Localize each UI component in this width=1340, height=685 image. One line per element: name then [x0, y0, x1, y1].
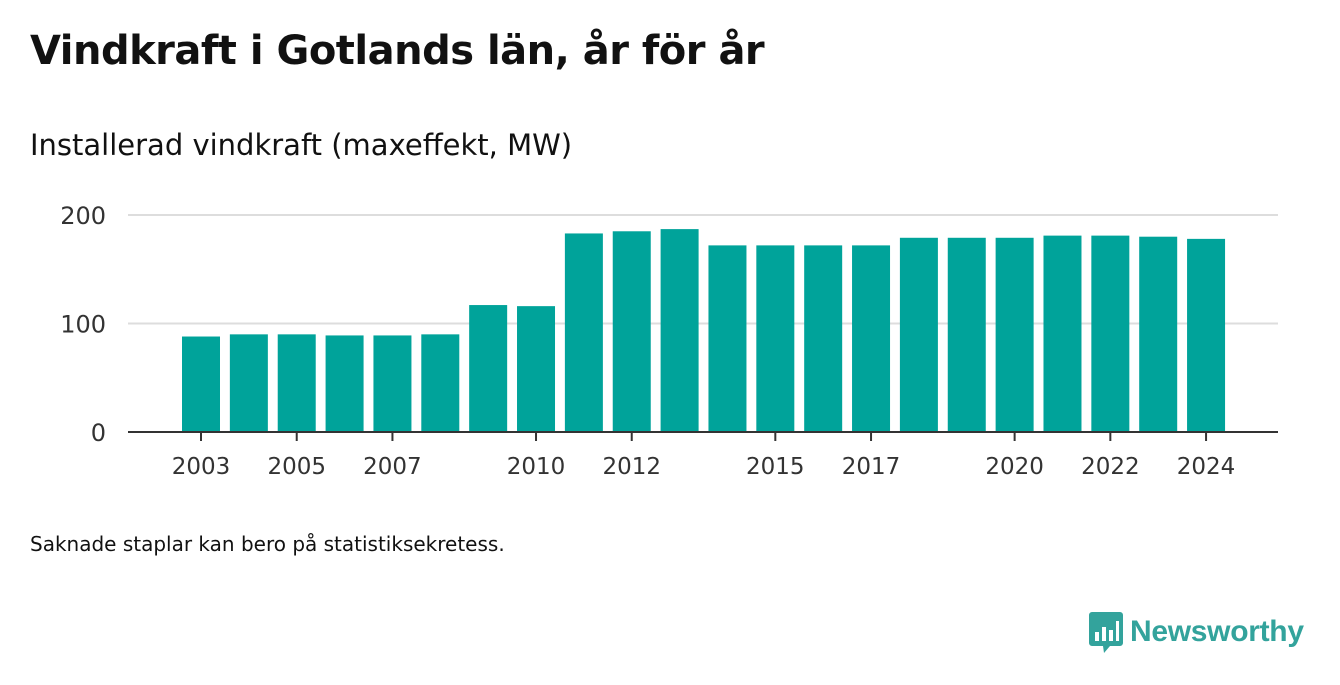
bar	[995, 237, 1034, 432]
bar	[708, 245, 747, 432]
x-tick-label: 2024	[1177, 454, 1236, 480]
x-tick-label: 2007	[363, 454, 422, 480]
bar	[756, 245, 795, 432]
bar	[612, 231, 651, 432]
bar	[182, 336, 220, 432]
bar	[660, 229, 699, 432]
bar	[852, 245, 891, 432]
bar-chart: 0 100 200 2003 2005 2007 2010 2012 2015 2017 2020…	[60, 202, 1278, 480]
x-tick-label: 2015	[746, 454, 805, 480]
bar	[899, 237, 938, 432]
bar	[373, 335, 412, 432]
bar	[1139, 236, 1178, 432]
x-axis	[128, 431, 1278, 441]
y-tick-label: 200	[60, 202, 106, 230]
x-tick-label: 2003	[172, 454, 231, 480]
newsworthy-logo-icon	[1089, 612, 1123, 653]
footnote: Saknade staplar kan bero på statistiksek…	[30, 532, 505, 556]
bar	[1043, 235, 1082, 432]
x-tick-label: 2012	[602, 454, 661, 480]
bars	[182, 229, 1226, 432]
y-axis-labels: 0 100 200	[60, 202, 106, 447]
bar	[325, 335, 364, 432]
y-tick-label: 0	[91, 419, 106, 447]
x-tick-label: 2020	[985, 454, 1044, 480]
chart-title: Vindkraft i Gotlands län, år för år	[30, 28, 765, 74]
brand-logo: Newsworthy	[1088, 610, 1304, 654]
brand-name: Newsworthy	[1130, 615, 1304, 648]
x-axis-labels: 2003 2005 2007 2010 2012 2015 2017 2020 2022 2024	[172, 454, 1236, 480]
bar	[804, 245, 843, 432]
x-tick-label: 2017	[842, 454, 901, 480]
bar	[517, 306, 556, 432]
bar	[469, 305, 508, 432]
x-tick-label: 2005	[267, 454, 326, 480]
bar	[564, 233, 603, 432]
bar	[229, 334, 268, 432]
y-tick-label: 100	[60, 311, 106, 339]
bar	[1091, 235, 1130, 432]
bar	[947, 237, 986, 432]
grid-lines	[128, 214, 1278, 325]
bar	[421, 334, 460, 432]
bar	[277, 334, 316, 432]
x-tick-label: 2022	[1081, 454, 1140, 480]
chart-subtitle: Installerad vindkraft (maxeffekt, MW)	[30, 128, 573, 162]
x-tick-label: 2010	[507, 454, 566, 480]
bar	[1187, 238, 1226, 432]
